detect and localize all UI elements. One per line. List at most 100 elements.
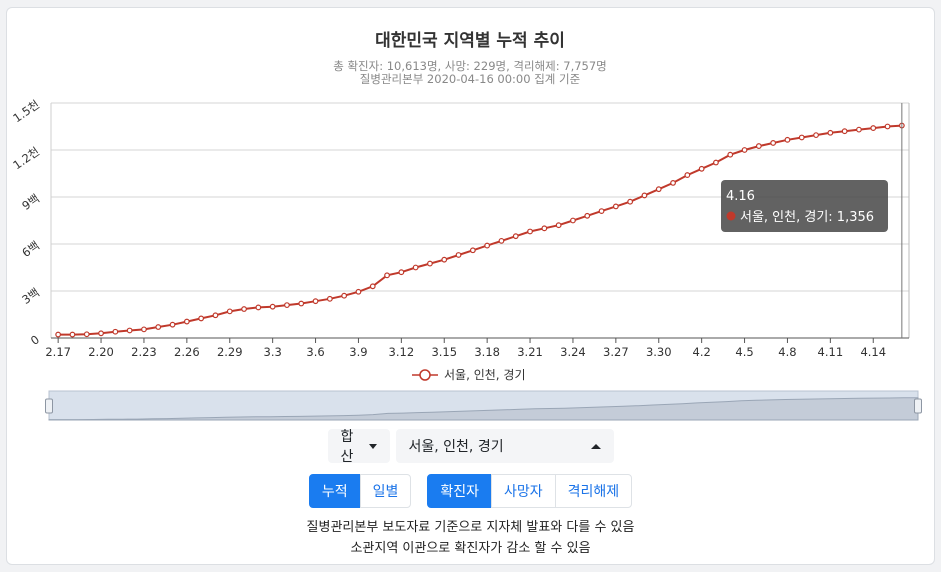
data-point[interactable] bbox=[469, 247, 476, 254]
data-point[interactable] bbox=[813, 132, 819, 139]
x-tick-label: 3.27 bbox=[603, 345, 629, 359]
x-tick-label: 2.17 bbox=[45, 345, 71, 359]
y-tick-label: 9백 bbox=[19, 191, 42, 213]
data-point[interactable] bbox=[226, 308, 233, 315]
navigator-left-handle[interactable] bbox=[45, 398, 53, 414]
data-point[interactable] bbox=[241, 306, 247, 312]
x-tick-label: 4.8 bbox=[778, 345, 796, 359]
data-point[interactable] bbox=[355, 288, 362, 295]
data-point[interactable] bbox=[698, 165, 705, 172]
data-point[interactable] bbox=[841, 128, 848, 135]
y-tick-label: 1.2천 bbox=[10, 144, 42, 172]
mode-cumulative-button[interactable]: 누적 bbox=[308, 474, 361, 508]
data-point[interactable] bbox=[341, 292, 348, 299]
x-tick-label: 2.20 bbox=[88, 345, 114, 359]
data-point[interactable] bbox=[598, 208, 605, 215]
data-point[interactable] bbox=[55, 331, 62, 338]
data-point[interactable] bbox=[584, 212, 591, 219]
data-point[interactable] bbox=[870, 125, 877, 131]
x-tick-label: 3.15 bbox=[431, 345, 457, 359]
data-point[interactable] bbox=[498, 237, 505, 244]
data-point[interactable] bbox=[212, 312, 219, 319]
data-point[interactable] bbox=[427, 260, 433, 267]
navigator-series-area bbox=[48, 397, 919, 421]
data-point[interactable] bbox=[455, 252, 462, 258]
y-tick-label: 3백 bbox=[19, 285, 42, 307]
data-point[interactable] bbox=[612, 203, 619, 210]
chart-subtitle-line-2: 질병관리본부 2020-04-16 00:00 집계 기준 bbox=[360, 72, 580, 86]
x-tick-label: 3.6 bbox=[306, 345, 324, 359]
data-point[interactable] bbox=[570, 217, 576, 224]
data-point[interactable] bbox=[827, 129, 834, 136]
sum-dropdown-button[interactable]: 합산 bbox=[327, 429, 390, 465]
data-point[interactable] bbox=[641, 192, 648, 199]
x-tick-label: 2.29 bbox=[217, 345, 243, 359]
data-point[interactable] bbox=[98, 330, 104, 337]
data-point[interactable] bbox=[83, 331, 90, 338]
data-point[interactable] bbox=[512, 233, 519, 240]
metric-released-button[interactable]: 격리해제 bbox=[554, 474, 633, 508]
data-point[interactable] bbox=[326, 295, 333, 302]
chart-title: 대한민국 지역별 누적 추이 bbox=[375, 31, 565, 51]
line-chart: 대한민국 지역별 누적 추이 총 확진자: 10,613명, 사망: 229명,… bbox=[10, 31, 922, 421]
data-point[interactable] bbox=[284, 302, 290, 309]
data-point[interactable] bbox=[755, 143, 762, 149]
data-point[interactable] bbox=[155, 324, 162, 330]
x-tick-label: 2.26 bbox=[174, 345, 200, 359]
x-tick-label: 3.24 bbox=[560, 345, 586, 359]
legend-label[interactable]: 서울, 인천, 경기 bbox=[444, 367, 526, 382]
data-point[interactable] bbox=[527, 228, 533, 235]
data-point[interactable] bbox=[441, 256, 448, 263]
data-point[interactable] bbox=[183, 318, 190, 325]
data-point[interactable] bbox=[655, 186, 662, 193]
data-point[interactable] bbox=[169, 321, 176, 328]
data-point[interactable] bbox=[541, 225, 548, 232]
caret-up-icon bbox=[590, 443, 601, 449]
data-point[interactable] bbox=[69, 331, 76, 338]
data-point[interactable] bbox=[384, 272, 390, 279]
data-point[interactable] bbox=[770, 140, 777, 146]
data-point[interactable] bbox=[298, 300, 305, 307]
metric-confirmed-button[interactable]: 확진자 bbox=[427, 474, 492, 508]
x-tick-label: 3.30 bbox=[646, 345, 672, 359]
chart-card bbox=[6, 7, 935, 565]
tooltip-date: 4.16 bbox=[726, 189, 755, 204]
data-point[interactable] bbox=[684, 172, 691, 178]
data-point[interactable] bbox=[412, 264, 419, 271]
tooltip-box bbox=[721, 180, 888, 232]
data-point[interactable] bbox=[555, 222, 562, 229]
data-point[interactable] bbox=[484, 242, 491, 249]
data-point[interactable] bbox=[112, 328, 119, 335]
data-point[interactable] bbox=[670, 179, 676, 186]
data-point[interactable] bbox=[884, 123, 891, 130]
sum-dropdown-label: 합산 bbox=[340, 429, 354, 465]
data-point[interactable] bbox=[713, 159, 719, 166]
region-select[interactable]: 서울, 인천, 경기 bbox=[395, 429, 614, 463]
data-point[interactable] bbox=[198, 315, 205, 322]
region-select-value: 서울, 인천, 경기 bbox=[408, 439, 504, 455]
data-point[interactable] bbox=[627, 198, 634, 205]
data-point[interactable] bbox=[741, 147, 748, 153]
x-tick-label: 4.5 bbox=[735, 345, 753, 359]
data-point[interactable] bbox=[727, 151, 734, 158]
metric-toggle-group: 확진자 사망자 격리해제 bbox=[427, 474, 633, 508]
note-line-2: 소관지역 이관으로 확진자가 감소 할 수 있음 bbox=[350, 541, 591, 556]
data-point[interactable] bbox=[312, 298, 319, 305]
x-tick-label: 3.21 bbox=[517, 345, 543, 359]
data-point[interactable] bbox=[856, 126, 862, 133]
mode-daily-button[interactable]: 일별 bbox=[359, 474, 412, 508]
data-point[interactable] bbox=[126, 327, 133, 334]
data-point[interactable] bbox=[269, 303, 276, 310]
data-point[interactable] bbox=[398, 269, 405, 276]
data-point[interactable] bbox=[141, 326, 147, 333]
note-line-1: 질병관리본부 보도자료 기준으로 지자체 발표와 다를 수 있음 bbox=[306, 520, 635, 535]
mode-toggle-group: 누적 일별 bbox=[308, 474, 412, 508]
x-tick-label: 4.2 bbox=[693, 345, 711, 359]
data-point[interactable] bbox=[369, 283, 376, 290]
metric-deaths-button[interactable]: 사망자 bbox=[491, 474, 556, 508]
data-point[interactable] bbox=[255, 304, 262, 311]
x-tick-label: 2.23 bbox=[131, 345, 157, 359]
data-point[interactable] bbox=[798, 134, 805, 141]
data-point[interactable] bbox=[784, 136, 791, 143]
navigator-right-handle[interactable] bbox=[914, 398, 922, 414]
